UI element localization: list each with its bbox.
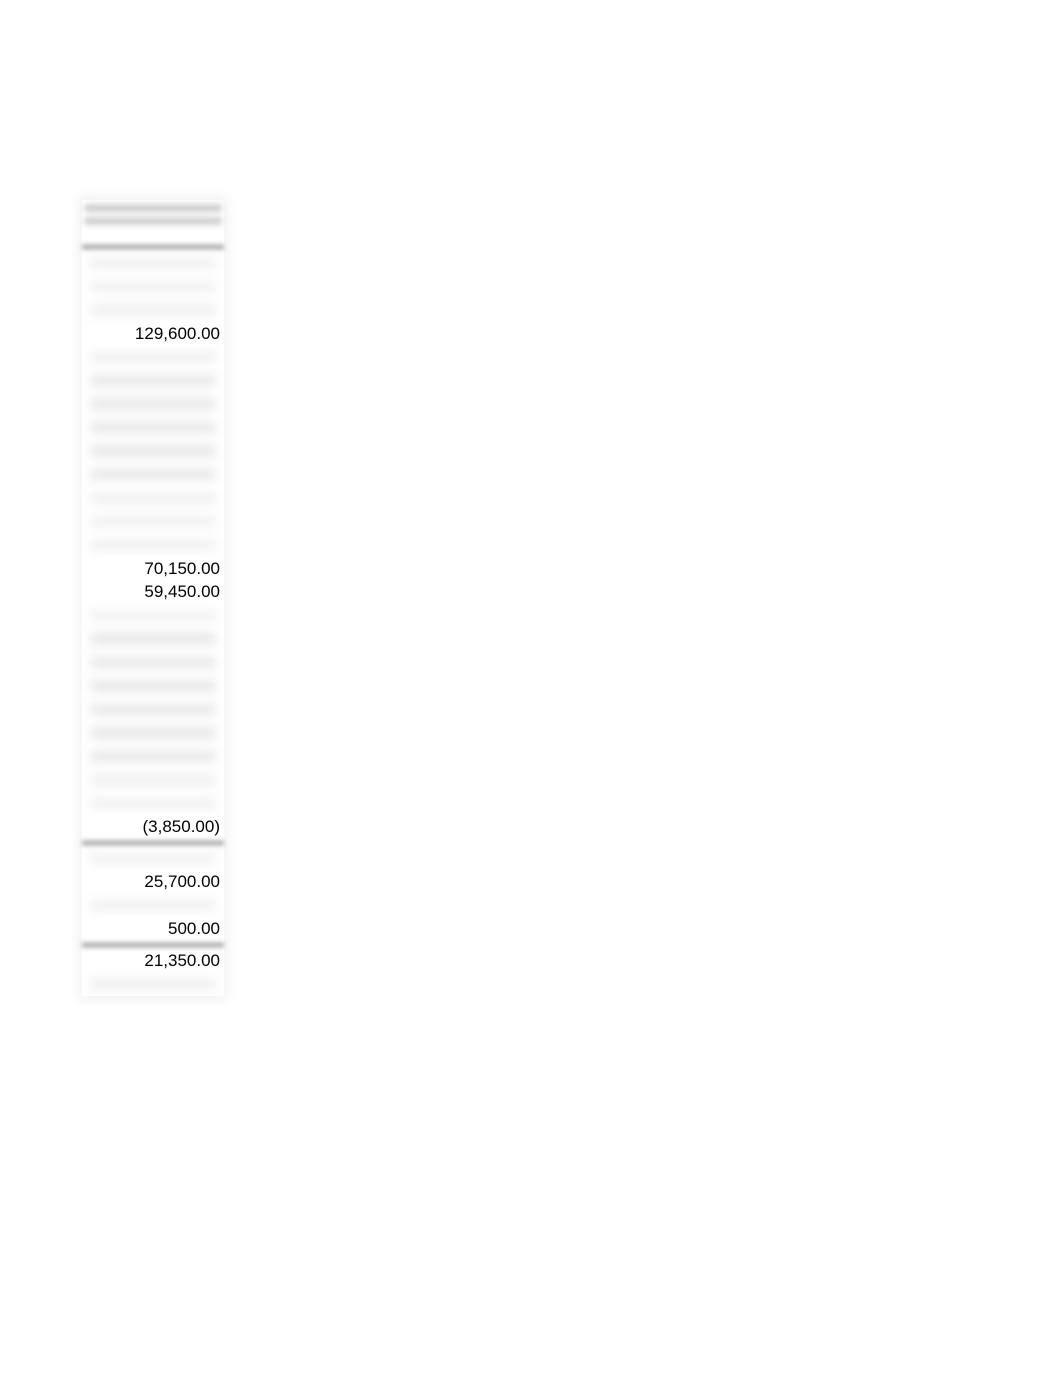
redacted-row <box>82 768 224 792</box>
redacted-row <box>82 533 224 557</box>
redacted-row <box>82 510 224 534</box>
value-cell: 59,450.00 <box>82 580 224 604</box>
header-bar-1 <box>82 203 224 213</box>
redacted-row <box>82 463 224 487</box>
redacted-row <box>82 847 224 871</box>
row-container: 129,600.00 70,150.0059,450.00 (3,850.00) 25… <box>82 244 224 996</box>
section-divider <box>82 840 224 846</box>
redacted-row <box>82 651 224 675</box>
redacted-row <box>82 894 224 918</box>
redacted-row <box>82 627 224 651</box>
redacted-row <box>82 792 224 816</box>
redacted-row <box>82 275 224 299</box>
value-cell: 500.00 <box>82 917 224 941</box>
value-cell: (3,850.00) <box>82 815 224 839</box>
financial-column: 129,600.00 70,150.0059,450.00 (3,850.00) 25… <box>82 200 224 996</box>
redacted-row <box>82 674 224 698</box>
redacted-row <box>82 369 224 393</box>
value-cell: 21,350.00 <box>82 949 224 973</box>
header-bar-2 <box>82 216 224 226</box>
redacted-row <box>82 251 224 275</box>
redacted-row <box>82 298 224 322</box>
redacted-row <box>82 721 224 745</box>
redacted-row <box>82 698 224 722</box>
section-divider <box>82 942 224 948</box>
redacted-row <box>82 604 224 628</box>
section-divider <box>82 244 224 250</box>
redacted-row <box>82 486 224 510</box>
value-cell: 129,600.00 <box>82 322 224 346</box>
redacted-row <box>82 416 224 440</box>
redacted-row <box>82 745 224 769</box>
value-cell: 25,700.00 <box>82 870 224 894</box>
redacted-row <box>82 345 224 369</box>
redacted-row <box>82 972 224 996</box>
redacted-row <box>82 439 224 463</box>
value-cell: 70,150.00 <box>82 557 224 581</box>
redacted-row <box>82 392 224 416</box>
